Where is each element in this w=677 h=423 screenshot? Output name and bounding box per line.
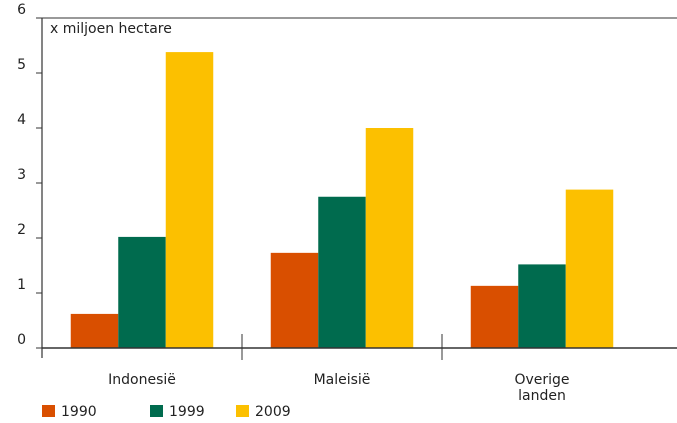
bar [318, 196, 366, 348]
y-tick-label: 3 [17, 167, 26, 183]
bar [470, 285, 519, 348]
bar [270, 252, 319, 348]
y-tick-label: 5 [17, 57, 26, 73]
y-tick-label: 1 [17, 277, 26, 293]
x-tick-label: Maleisië [314, 372, 371, 388]
bar [565, 189, 614, 348]
bar [118, 236, 166, 348]
y-tick-label: 2 [17, 222, 26, 238]
y-tick-label: 0 [17, 332, 26, 348]
legend-swatch [236, 405, 249, 417]
bar [70, 313, 119, 348]
legend-label: 1999 [169, 404, 205, 420]
y-tick-label: 6 [17, 2, 26, 18]
legend-swatch [42, 405, 55, 417]
legend-swatch [150, 405, 163, 417]
bar [365, 128, 414, 348]
legend-label: 1990 [61, 404, 97, 420]
y-tick-label: 4 [17, 112, 26, 128]
x-tick-label: Overige landen [514, 372, 569, 404]
x-tick-label: Indonesië [108, 372, 176, 388]
bar [165, 52, 214, 348]
legend-label: 2009 [255, 404, 291, 420]
bar [518, 264, 566, 348]
axis-label: x miljoen hectare [50, 21, 172, 37]
